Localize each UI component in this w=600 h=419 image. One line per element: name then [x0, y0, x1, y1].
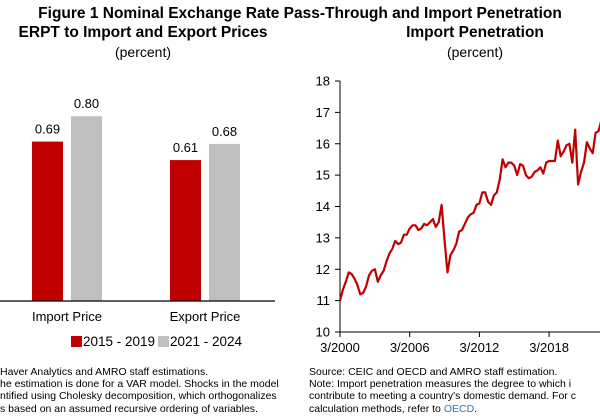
- note-line: Note: Import penetration measures the de…: [309, 378, 572, 391]
- right-source-notes: Source: CEIC and OECD and AMRO staff est…: [309, 366, 600, 415]
- left-chart-unit: (percent): [114, 44, 172, 60]
- bar-data-label: 0.69: [35, 122, 60, 137]
- category-label: Import Price: [32, 309, 102, 324]
- note-line: calculation methods, refer to OECD.: [309, 403, 600, 415]
- y-axis-ticks: 10 11 12 13 14 15 16 17 18: [316, 74, 340, 340]
- y-tick-label: 15: [316, 168, 330, 183]
- y-tick-label: 11: [317, 293, 331, 308]
- right-chart-unit: (percent): [446, 44, 504, 60]
- note-line: he estimation is done for a VAR model. S…: [0, 378, 279, 391]
- import-penetration-line: [338, 121, 600, 301]
- category-label: Export Price: [170, 309, 241, 324]
- x-tick-label: 3/2012: [460, 340, 500, 355]
- y-tick-label: 17: [316, 105, 330, 120]
- note-line: contribute to meeting a country's domest…: [309, 390, 576, 403]
- bar-import-price-2021-2024: [71, 116, 102, 301]
- legend-label: 2015 - 2019: [83, 334, 156, 349]
- note-text: calculation methods, refer to: [309, 402, 444, 415]
- note-line: ntified using Cholesky decomposition, wh…: [0, 390, 277, 403]
- x-axis-ticks: 3/2000 3/2006 3/2012 3/2018: [320, 332, 569, 355]
- bar-data-label: 0.80: [74, 96, 99, 111]
- legend-swatch-red: [71, 336, 82, 347]
- left-source-notes: Haver Analytics and AMRO staff estimatio…: [0, 366, 286, 415]
- bar-chart: 0.69 0.80 0.61 0.68 Import Price Export Pric…: [0, 96, 275, 324]
- category-labels: Import Price Export Price: [32, 309, 240, 324]
- legend-swatch-gray: [158, 336, 169, 347]
- y-tick-label: 12: [316, 262, 330, 277]
- y-tick-label: 18: [316, 74, 330, 89]
- note-text: .: [474, 402, 478, 415]
- legend-item-2015-2019: 2015 - 2019: [71, 334, 155, 349]
- oecd-link[interactable]: OECD: [443, 402, 475, 415]
- y-tick-label: 16: [316, 136, 330, 151]
- bar-data-label: 0.68: [212, 124, 237, 139]
- source-line: Haver Analytics and AMRO staff estimatio…: [0, 366, 209, 378]
- note-line: s based on an assumed recursive ordering…: [0, 402, 258, 415]
- source-line: Source: CEIC and OECD and AMRO staff est…: [309, 366, 558, 378]
- bar-data-label: 0.61: [173, 140, 198, 155]
- x-tick-label: 3/2006: [390, 340, 430, 355]
- y-tick-label: 13: [316, 230, 330, 245]
- left-chart-title: ERPT to Import and Export Prices: [18, 24, 268, 41]
- y-tick-label: 14: [316, 199, 330, 214]
- figure-title: Figure 1 Nominal Exchange Rate Pass-Thro…: [38, 5, 562, 22]
- legend-item-2021-2024: 2021 - 2024: [158, 334, 242, 349]
- bars-group: 0.69 0.80 0.61 0.68: [32, 96, 240, 301]
- bar-export-price-2015-2019: [170, 160, 201, 301]
- bar-import-price-2015-2019: [32, 141, 63, 301]
- bar-export-price-2021-2024: [209, 143, 240, 301]
- y-tick-label: 10: [316, 325, 330, 340]
- x-tick-label: 3/2000: [320, 340, 360, 355]
- x-tick-label: 3/2018: [529, 340, 569, 355]
- right-chart-title: Import Penetration: [406, 24, 544, 41]
- legend-label: 2021 - 2024: [170, 334, 243, 349]
